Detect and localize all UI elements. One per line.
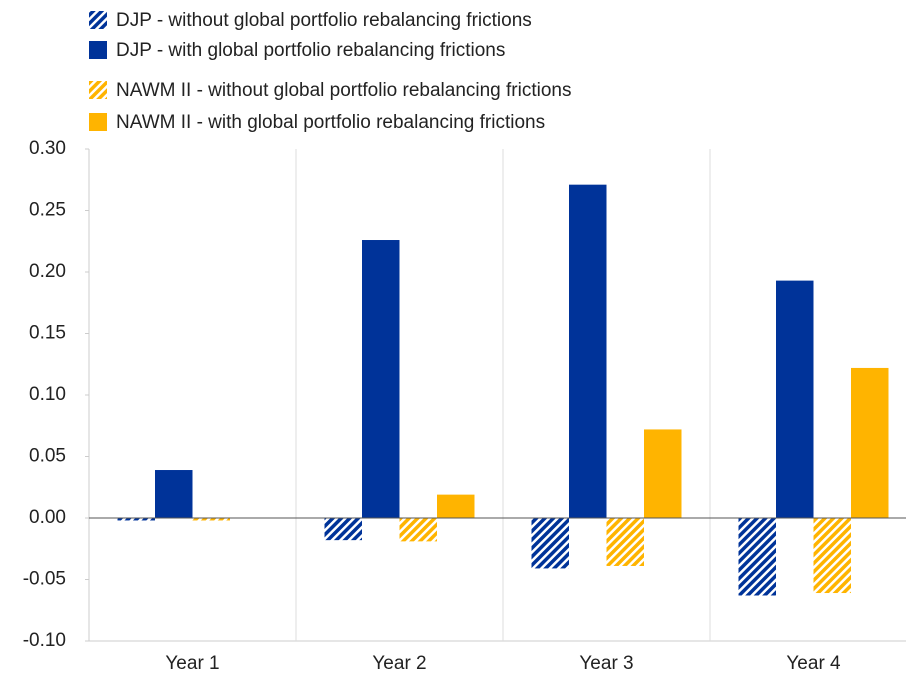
bar	[776, 280, 814, 518]
bar	[399, 518, 437, 542]
y-tick-label: 0.20	[29, 261, 66, 282]
legend-swatch	[89, 11, 107, 29]
bar	[362, 240, 400, 518]
bar	[531, 518, 569, 569]
x-tick-label: Year 4	[786, 653, 841, 674]
bar	[324, 518, 362, 541]
y-tick-label: 0.10	[29, 384, 66, 405]
bar	[813, 518, 851, 594]
x-tick-label: Year 1	[165, 653, 219, 674]
bar	[155, 470, 193, 518]
bar	[606, 518, 644, 566]
legend-swatch	[89, 41, 107, 59]
y-tick-label: -0.05	[23, 569, 66, 590]
y-tick-label: 0.30	[29, 138, 66, 159]
bar	[569, 184, 607, 519]
legend-label: NAWM II - with global portfolio rebalanc…	[116, 112, 545, 133]
legend-label: DJP - without global portfolio rebalanci…	[116, 10, 532, 31]
x-tick-label: Year 3	[579, 653, 633, 674]
legend-swatch	[89, 113, 107, 131]
bar	[851, 367, 889, 518]
y-tick-label: 0.00	[29, 507, 66, 528]
bar	[192, 518, 230, 521]
legend-label: NAWM II - without global portfolio rebal…	[116, 80, 572, 101]
legend-label: DJP - with global portfolio rebalancing …	[116, 40, 505, 61]
y-tick-label: -0.10	[23, 630, 66, 651]
y-tick-label: 0.15	[29, 323, 66, 344]
y-tick-label: 0.25	[29, 200, 66, 221]
bar	[738, 518, 776, 596]
bar	[644, 429, 682, 518]
y-tick-label: 0.05	[29, 446, 66, 467]
bar	[437, 494, 475, 518]
legend-swatch	[89, 81, 107, 99]
bar	[117, 518, 155, 521]
x-tick-label: Year 2	[372, 653, 426, 674]
